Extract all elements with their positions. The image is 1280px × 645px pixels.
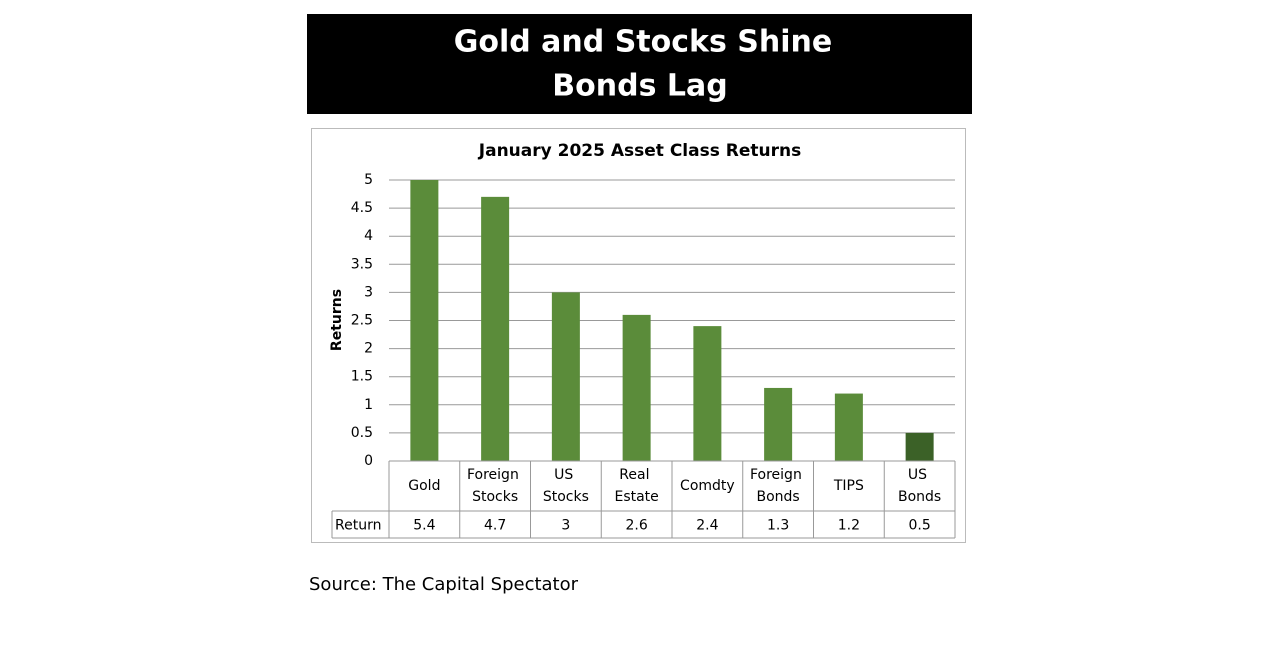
bar — [693, 326, 722, 461]
bar — [481, 196, 510, 461]
table-value: 1.2 — [838, 518, 860, 534]
y-tick-label: 3.5 — [351, 256, 373, 272]
x-tick-label: US Bonds — [898, 467, 941, 505]
y-tick-label: 0 — [364, 453, 373, 469]
y-tick-label: 1.5 — [351, 369, 373, 385]
table-value: 0.5 — [908, 518, 930, 534]
y-tick-label: 4.5 — [351, 200, 373, 216]
bar — [410, 180, 439, 461]
chart-title: January 2025 Asset Class Returns — [478, 141, 801, 161]
bar — [622, 314, 651, 461]
x-tick-label: Foreign Stocks — [467, 467, 523, 505]
plot-area — [410, 180, 934, 461]
table-value: 1.3 — [767, 518, 789, 534]
y-tick-label: 4 — [364, 228, 373, 244]
x-tick-label: US Stocks — [543, 467, 589, 505]
row-label: Return — [335, 518, 381, 534]
x-tick-label: TIPS — [833, 478, 864, 494]
y-tick-label: 0.5 — [351, 425, 373, 441]
source: Source: The Capital Spectator — [309, 574, 579, 595]
banner — [307, 14, 972, 114]
banner-line: Bonds Lag — [552, 69, 727, 104]
y-tick-label: 3 — [364, 284, 373, 300]
table-value: 4.7 — [484, 518, 506, 534]
bar — [764, 387, 793, 461]
y-tick-label: 1 — [364, 397, 373, 413]
y-axis-label: Returns — [329, 289, 345, 351]
y-tick-label: 2 — [364, 341, 373, 357]
table-value: 2.4 — [696, 518, 718, 534]
x-tick-label: Real Estate — [614, 467, 658, 505]
x-tick-label: Foreign Bonds — [750, 467, 806, 505]
y-tick-label: 2.5 — [351, 313, 373, 329]
x-tick-label: Comdty — [680, 478, 735, 494]
table-value: 2.6 — [625, 518, 647, 534]
bar — [834, 393, 863, 461]
table-value: 5.4 — [413, 518, 435, 534]
banner-line: Gold and Stocks Shine — [454, 25, 833, 60]
x-tick-label: Gold — [408, 478, 440, 494]
table-value: 3 — [561, 518, 570, 534]
bar — [905, 432, 934, 461]
y-tick-label: 5 — [364, 172, 373, 188]
bar — [551, 292, 580, 461]
